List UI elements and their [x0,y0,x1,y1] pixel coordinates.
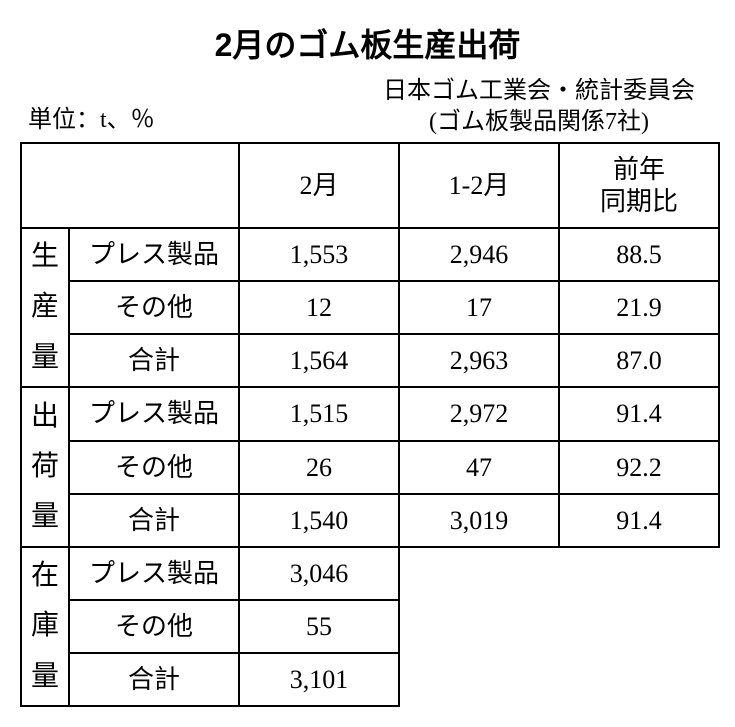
row-label: 合計 [69,494,239,547]
table-row: その他 26 47 92.2 [21,441,719,494]
header-cum: 1-2月 [399,143,559,227]
cell: 1,553 [239,228,399,281]
cell: 87.0 [559,334,719,387]
cell: 2,946 [399,228,559,281]
unit-label: 単位：t、％ [20,99,155,138]
empty-region [399,547,719,707]
table-row: 合計 1,540 3,019 91.4 [21,494,719,547]
row-label: その他 [69,441,239,494]
cell: 47 [399,441,559,494]
group-label-inventory: 在庫量 [21,547,69,707]
row-label: プレス製品 [69,387,239,440]
cell: 3,019 [399,494,559,547]
cell: 26 [239,441,399,494]
group-label-shipment: 出荷量 [21,387,69,547]
header-row: 2月 1-2月 前年 同期比 [21,143,719,227]
source-line-2: (ゴム板製品関係7社) [383,107,695,138]
data-table: 2月 1-2月 前年 同期比 生産量 プレス製品 1,553 2,946 88.… [20,142,720,707]
row-label: プレス製品 [69,547,239,600]
cell: 17 [399,281,559,334]
cell: 3,101 [239,653,399,706]
group-label-production: 生産量 [21,228,69,388]
cell: 12 [239,281,399,334]
row-label: プレス製品 [69,228,239,281]
cell: 1,515 [239,387,399,440]
row-label: その他 [69,281,239,334]
row-label: 合計 [69,334,239,387]
cell: 1,540 [239,494,399,547]
row-label: 合計 [69,653,239,706]
table-row: 合計 1,564 2,963 87.0 [21,334,719,387]
source-line-1: 日本ゴム工業会・統計委員会 [383,76,695,107]
cell: 92.2 [559,441,719,494]
cell: 2,963 [399,334,559,387]
cell: 1,564 [239,334,399,387]
table-row: 出荷量 プレス製品 1,515 2,972 91.4 [21,387,719,440]
source-label: 日本ゴム工業会・統計委員会 (ゴム板製品関係7社) [383,76,715,138]
cell: 3,046 [239,547,399,600]
header-blank [21,143,239,227]
cell: 21.9 [559,281,719,334]
page-title: 2月のゴム板生産出荷 [20,20,715,66]
subheader: 単位：t、％ 日本ゴム工業会・統計委員会 (ゴム板製品関係7社) [20,76,715,138]
table-row: 生産量 プレス製品 1,553 2,946 88.5 [21,228,719,281]
cell: 91.4 [559,387,719,440]
row-label: その他 [69,600,239,653]
cell: 55 [239,600,399,653]
table-row: その他 12 17 21.9 [21,281,719,334]
header-month: 2月 [239,143,399,227]
cell: 88.5 [559,228,719,281]
cell: 91.4 [559,494,719,547]
cell: 2,972 [399,387,559,440]
header-yoy: 前年 同期比 [559,143,719,227]
table-row: 在庫量 プレス製品 3,046 [21,547,719,600]
